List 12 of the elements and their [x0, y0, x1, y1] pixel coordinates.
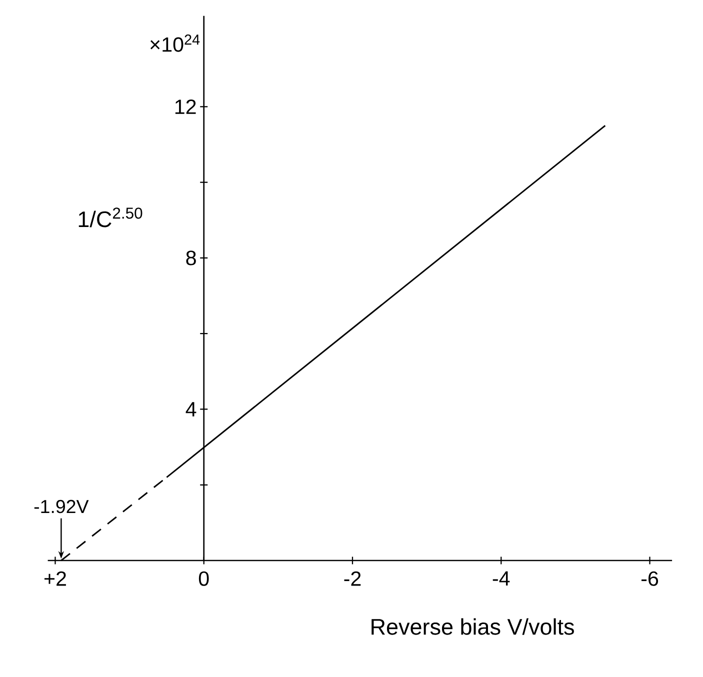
- annotation: -1.92V: [34, 500, 89, 514]
- y-tick-label: 4: [186, 402, 196, 416]
- y-axis-title: 1/C$^{2.50}$: [78, 208, 142, 228]
- x-tick-label: +2: [44, 571, 66, 586]
- x-axis-title: Reverse bias V/volts: [372, 618, 574, 635]
- annotation: ×10$^{24}$: [150, 34, 200, 52]
- x-tick-label: -6: [642, 571, 658, 586]
- x-tick-label: -4: [492, 571, 510, 586]
- y-tick-label: 8: [186, 250, 196, 266]
- y-tick-label: 12: [175, 100, 196, 114]
- x-tick-label: -2: [344, 571, 361, 586]
- x-tick-label: 0: [198, 571, 209, 586]
